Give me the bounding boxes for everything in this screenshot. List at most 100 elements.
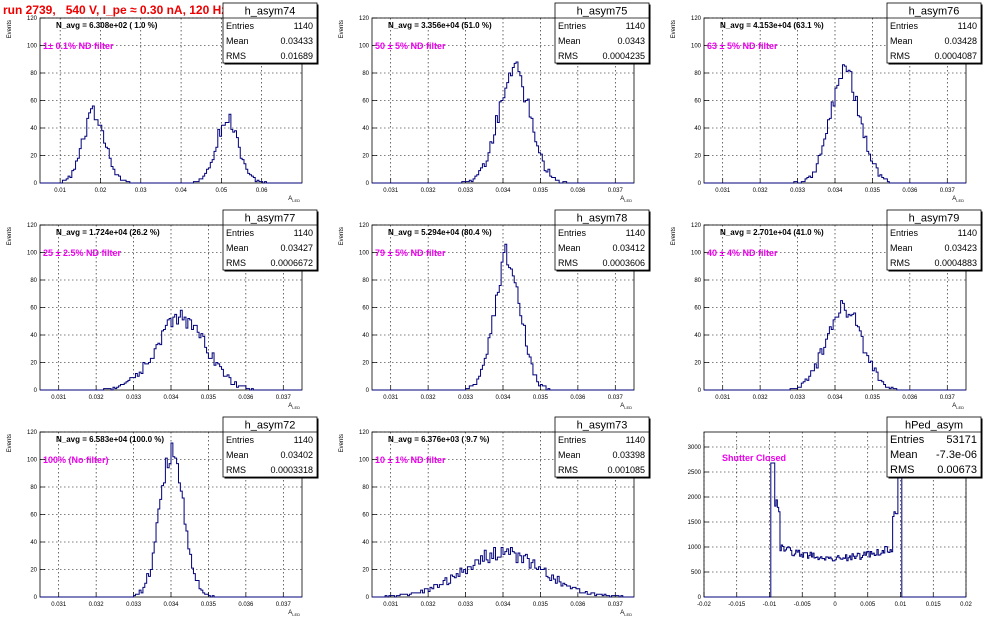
stats-rms-value: 0.0003606 bbox=[602, 258, 645, 268]
filter-annotation: 25 ± 2.5% ND filter bbox=[43, 248, 121, 258]
x-tick-label: 0.033 bbox=[458, 395, 474, 401]
x-tick-label: 0.037 bbox=[276, 602, 292, 608]
x-tick-label: 0.034 bbox=[495, 395, 511, 401]
histogram-name: h_asym79 bbox=[909, 213, 960, 225]
histogram-pad-hPed_asym: -0.02 -0.015 -0.01 -0.005 0 0.005 0.01 0.015 0.0… bbox=[688, 416, 983, 608]
x-tick-label: 0.04 bbox=[175, 188, 187, 194]
y-axis-title: Events bbox=[339, 434, 345, 452]
filter-annotation: 1± 0.1% ND filter bbox=[43, 41, 114, 51]
stats-box-frame bbox=[222, 2, 318, 64]
y-tick-label: 20 bbox=[362, 568, 369, 574]
x-tick-label: 0.032 bbox=[753, 395, 769, 401]
x-tick-label: 0.034 bbox=[827, 395, 843, 401]
navg-label: N_avg = 6.583e+04 (100.0 %) bbox=[56, 435, 164, 444]
histogram-pad-h_asym72: 0.031 0.032 0.033 0.034 0.035 0.036 0.037 0 20 40… bbox=[7, 416, 319, 617]
histogram-name: h_asym76 bbox=[909, 6, 960, 18]
stats-rms-label: RMS bbox=[226, 258, 246, 268]
y-tick-label: 20 bbox=[362, 361, 369, 367]
histogram-name: h_asym73 bbox=[577, 420, 628, 432]
histogram-name: h_asym75 bbox=[577, 6, 628, 18]
x-tick-label: 0.032 bbox=[421, 395, 437, 401]
histogram-name: h_asym77 bbox=[245, 213, 296, 225]
y-tick-label: 0 bbox=[698, 388, 702, 394]
x-tick-label: 0.034 bbox=[163, 395, 179, 401]
filter-annotation: 10 ± 1% ND filter bbox=[375, 455, 446, 465]
x-tick-label: 0.031 bbox=[383, 188, 399, 194]
stats-mean-label: Mean bbox=[558, 36, 581, 46]
y-tick-label: 40 bbox=[30, 126, 37, 132]
x-tick-label: 0.031 bbox=[383, 602, 399, 608]
stats-rms-value: 0.0004235 bbox=[602, 51, 645, 61]
y-tick-label: 60 bbox=[30, 306, 37, 312]
x-tick-label: 0.033 bbox=[458, 188, 474, 194]
y-tick-label: 60 bbox=[362, 99, 369, 105]
stats-mean-value: 0.0343 bbox=[617, 36, 645, 46]
histogram-series bbox=[704, 64, 966, 184]
histogram-pad-h_asym79: 0.031 0.032 0.033 0.034 0.035 0.036 0.037 0 20 40… bbox=[671, 209, 983, 410]
y-axis-title: Events bbox=[7, 20, 13, 38]
x-tick-label: 0.035 bbox=[201, 602, 217, 608]
x-axis-title: ALED bbox=[952, 196, 964, 203]
stats-rms-value: 0.01689 bbox=[280, 51, 313, 61]
filter-annotation: 40 ± 4% ND filter bbox=[707, 248, 778, 258]
stats-box: hPed_asym Entries 53171 Mean -7.3e-06 RMS 0.00… bbox=[886, 416, 983, 479]
x-tick-label: -0.01 bbox=[763, 602, 777, 608]
stats-mean-value: 0.03433 bbox=[280, 36, 313, 46]
x-tick-label: 0.036 bbox=[238, 395, 254, 401]
x-tick-label: 0.034 bbox=[827, 188, 843, 194]
x-axis-title-subscript: LED bbox=[292, 405, 300, 410]
y-tick-label: 40 bbox=[30, 540, 37, 546]
y-tick-label: 40 bbox=[694, 126, 701, 132]
histogram-series bbox=[40, 309, 302, 391]
stats-box: h_asym76 Entries 1140 Mean 0.03428 RMS 0.00040… bbox=[886, 2, 983, 65]
x-tick-label: 0 bbox=[833, 602, 837, 608]
stats-entries-label: Entries bbox=[558, 21, 587, 31]
y-axis-title: Events bbox=[671, 227, 677, 245]
y-tick-label: 20 bbox=[30, 361, 37, 367]
x-tick-label: 0.037 bbox=[940, 395, 956, 401]
x-tick-label: 0.01 bbox=[54, 188, 66, 194]
x-tick-label: 0.035 bbox=[865, 395, 881, 401]
stats-mean-value: 0.03427 bbox=[280, 243, 313, 253]
histogram-series bbox=[704, 300, 966, 391]
y-tick-label: 80 bbox=[30, 485, 37, 491]
x-tick-label: 0.033 bbox=[790, 395, 806, 401]
y-tick-label: 40 bbox=[362, 540, 369, 546]
x-tick-label: 0.036 bbox=[238, 602, 254, 608]
y-tick-label: 80 bbox=[362, 278, 369, 284]
stats-mean-value: 0.03398 bbox=[612, 450, 645, 460]
y-tick-label: 20 bbox=[30, 568, 37, 574]
y-tick-label: 60 bbox=[362, 513, 369, 519]
x-tick-label: 0.036 bbox=[570, 602, 586, 608]
y-tick-label: 0 bbox=[698, 181, 702, 187]
stats-mean-label: Mean bbox=[890, 36, 913, 46]
x-tick-label: 0.031 bbox=[51, 395, 67, 401]
x-axis-title: ALED bbox=[620, 610, 632, 617]
x-axis-title-subscript: LED bbox=[624, 612, 632, 617]
y-tick-label: 60 bbox=[30, 99, 37, 105]
x-axis-title: ALED bbox=[288, 403, 300, 410]
y-tick-label: 40 bbox=[694, 333, 701, 339]
stats-box: h_asym77 Entries 1140 Mean 0.03427 RMS 0.00066… bbox=[222, 209, 319, 272]
y-tick-label: 60 bbox=[694, 306, 701, 312]
y-tick-label: 0 bbox=[34, 595, 38, 601]
x-tick-label: 0.06 bbox=[256, 188, 268, 194]
stats-rms-label: RMS bbox=[890, 464, 914, 476]
x-tick-label: 0.015 bbox=[926, 602, 942, 608]
y-tick-label: 80 bbox=[30, 278, 37, 284]
x-axis-title-subscript: LED bbox=[292, 198, 300, 203]
histogram-series bbox=[704, 457, 966, 598]
histogram-series bbox=[40, 442, 302, 598]
navg-label: N_avg = 2.701e+04 (41.0 %) bbox=[720, 228, 824, 237]
x-tick-label: 0.033 bbox=[126, 395, 142, 401]
histogram-pad-h_asym74: 0.01 0.02 0.03 0.04 0.05 0.06 0 20 40 60 80 100 120 E… bbox=[7, 2, 319, 203]
x-tick-label: 0.036 bbox=[570, 395, 586, 401]
x-axis-title-subscript: LED bbox=[956, 198, 964, 203]
x-tick-label: 0.036 bbox=[570, 188, 586, 194]
x-tick-label: 0.035 bbox=[865, 188, 881, 194]
x-tick-label: 0.037 bbox=[276, 395, 292, 401]
y-tick-label: 100 bbox=[359, 458, 370, 464]
filter-annotation: Shutter Closed bbox=[722, 453, 786, 463]
x-axis-title: ALED bbox=[620, 196, 632, 203]
stats-box-frame bbox=[222, 416, 318, 478]
